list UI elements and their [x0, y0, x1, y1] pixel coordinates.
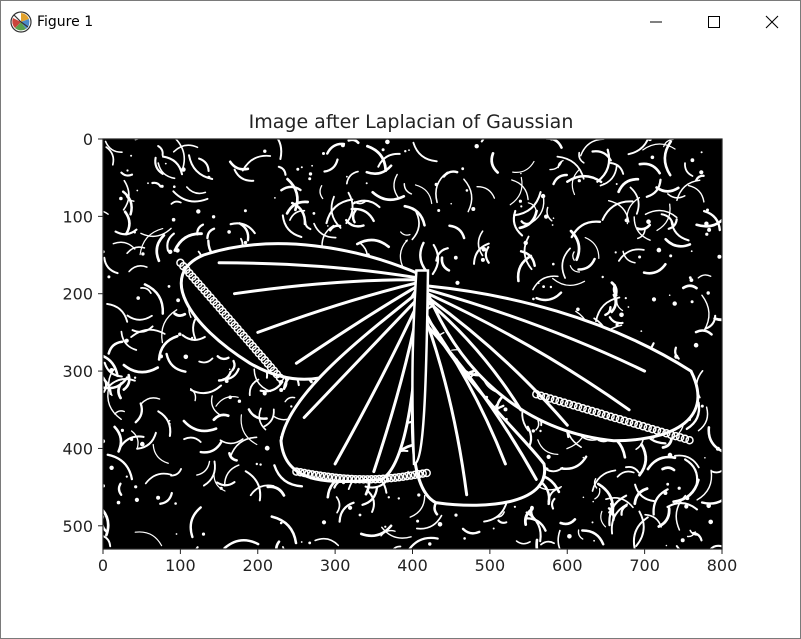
minimize-icon — [650, 21, 662, 23]
maximize-button[interactable] — [685, 1, 743, 43]
x-tick-label: 400 — [397, 556, 428, 575]
butterfly-body — [411, 269, 430, 466]
minimize-button[interactable] — [627, 1, 685, 43]
x-tick-label: 500 — [475, 556, 506, 575]
y-tick-label: 400 — [62, 439, 93, 458]
y-tick-label: 200 — [62, 285, 93, 304]
edge-strokes — [103, 139, 722, 549]
y-tick-label: 300 — [62, 362, 93, 381]
x-tick-label: 800 — [707, 556, 738, 575]
matplotlib-figure-icon — [10, 11, 32, 33]
close-icon — [765, 15, 779, 29]
window-title: Figure 1 — [37, 14, 94, 30]
x-axis: 0 100 200 300 400 500 600 700 800 — [98, 549, 737, 575]
chart-title: Image after Laplacian of Gaussian — [249, 111, 574, 133]
plot-area: Image after Laplacian of Gaussian 0 100 20… — [1, 43, 800, 638]
edge-image — [102, 138, 723, 550]
title-bar[interactable]: Figure 1 — [1, 1, 800, 43]
x-tick-label: 300 — [320, 556, 351, 575]
x-tick-label: 100 — [165, 556, 196, 575]
y-tick-label: 100 — [62, 207, 93, 226]
close-button[interactable] — [743, 1, 801, 43]
y-tick-label: 0 — [83, 130, 93, 149]
y-axis: 0 100 200 300 400 500 — [62, 130, 103, 536]
wing-outline — [426, 284, 700, 443]
x-tick-label: 700 — [629, 556, 660, 575]
y-tick-label: 500 — [62, 517, 93, 536]
x-tick-label: 600 — [552, 556, 583, 575]
x-tick-label: 0 — [98, 556, 108, 575]
x-tick-label: 200 — [242, 556, 273, 575]
maximize-icon — [708, 16, 720, 28]
figure-canvas: Image after Laplacian of Gaussian 0 100 20… — [62, 111, 737, 575]
